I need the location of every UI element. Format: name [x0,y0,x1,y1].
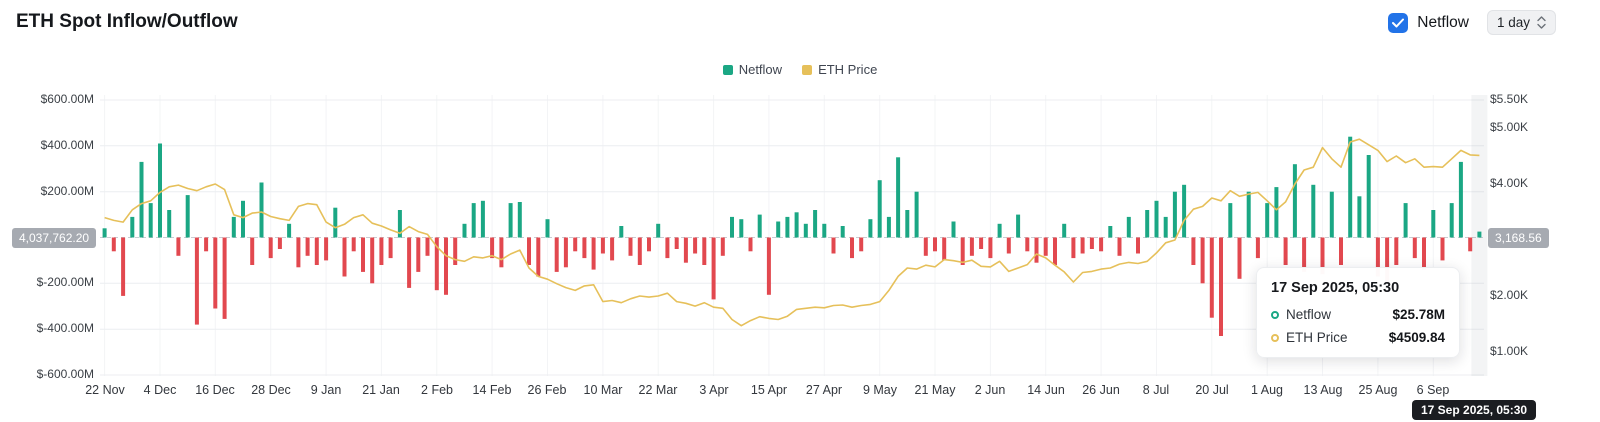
x-axis-label: 14 Jun [1027,383,1065,397]
netflow-toggle[interactable]: Netflow [1388,12,1469,33]
x-axis-label: 9 Jan [310,383,342,397]
page-title: ETH Spot Inflow/Outflow [16,11,238,32]
x-axis-label: 6 Sep [1416,383,1450,397]
tooltip-eth-price-label: ETH Price [1286,330,1348,345]
eth-price-legend-label: ETH Price [818,62,878,77]
legend-item-netflow[interactable]: Netflow [722,62,783,77]
y-axis-right-label: $4.00K [1490,176,1529,190]
y-axis-left-label: $-200.00M [36,275,94,289]
x-axis-label: 1 Aug [1251,383,1283,397]
eth-price-dot-icon [1271,333,1279,342]
tooltip-netflow-label: Netflow [1286,307,1332,322]
chart-tooltip: 17 Sep 2025, 05:30 Netflow $25.78M ETH P… [1256,267,1460,358]
y-axis-left-label: $200.00M [40,184,94,198]
y-axis-left-label: $600.00M [40,92,94,106]
interval-select-value: 1 day [1496,15,1530,30]
x-axis-label: 22 Nov [85,383,125,397]
netflow-legend-swatch [722,64,733,75]
interval-select[interactable]: 1 day [1486,10,1556,35]
tooltip-date: 17 Sep 2025, 05:30 [1271,280,1400,296]
x-axis-label: 9 May [862,383,898,397]
y-axis-left-label: $-600.00M [36,367,94,381]
y-axis-right-label: $1.00K [1490,344,1529,358]
y-axis-right-label: $5.00K [1490,120,1529,134]
x-axis-label: 4 Dec [143,383,177,397]
x-axis-label: 2 Jun [974,383,1006,397]
legend-item-eth-price[interactable]: ETH Price [802,62,877,77]
stepper-icon [1537,16,1546,29]
x-axis-label: 8 Jul [1142,383,1170,397]
x-axis-label: 26 Jun [1082,383,1120,397]
x-axis-label: 21 May [914,383,956,397]
y-axis-right-label: $5.50K [1490,92,1529,106]
x-axis-label: 21 Jan [362,383,400,397]
x-axis-label: 26 Feb [527,383,567,397]
x-axis-label: 15 Apr [750,383,788,397]
crosshair-y-left-badge: 4,037,762.20 [12,228,97,248]
x-axis-label: 28 Dec [251,383,291,397]
x-axis-label: 13 Aug [1303,383,1343,397]
netflow-legend-label: Netflow [738,62,783,77]
netflow-checkbox[interactable] [1388,12,1409,33]
x-axis-label: 27 Apr [805,383,843,397]
x-axis-label: 3 Apr [699,383,729,397]
netflow-dot-icon [1271,310,1279,319]
x-axis-label: 20 Jul [1195,383,1229,397]
crosshair-date-badge: 17 Sep 2025, 05:30 [1412,400,1537,420]
x-axis-label: 22 Mar [638,383,678,397]
x-axis-label: 2 Feb [421,383,453,397]
chart-controls: Netflow 1 day [1388,10,1556,35]
tooltip-eth-price-value: $4509.84 [1388,330,1445,345]
y-axis-left-label: $400.00M [40,138,94,152]
x-axis-label: 25 Aug [1358,383,1398,397]
eth-price-legend-swatch [802,64,813,75]
crosshair-y-right-badge: 3,168.56 [1488,228,1549,248]
x-axis-label: 16 Dec [195,383,235,397]
netflow-toggle-label: Netflow [1417,13,1469,31]
tooltip-row-eth-price: ETH Price $4509.84 [1271,330,1445,345]
x-axis-label: 14 Feb [472,383,512,397]
tooltip-row-netflow: Netflow $25.78M [1271,307,1445,322]
y-axis-left-label: $-400.00M [36,321,94,335]
chart-legend: Netflow ETH Price [0,62,1600,77]
x-axis-label: 10 Mar [583,383,623,397]
tooltip-netflow-value: $25.78M [1392,307,1445,322]
checkmark-icon [1392,18,1405,27]
y-axis-right-label: $2.00K [1490,288,1529,302]
